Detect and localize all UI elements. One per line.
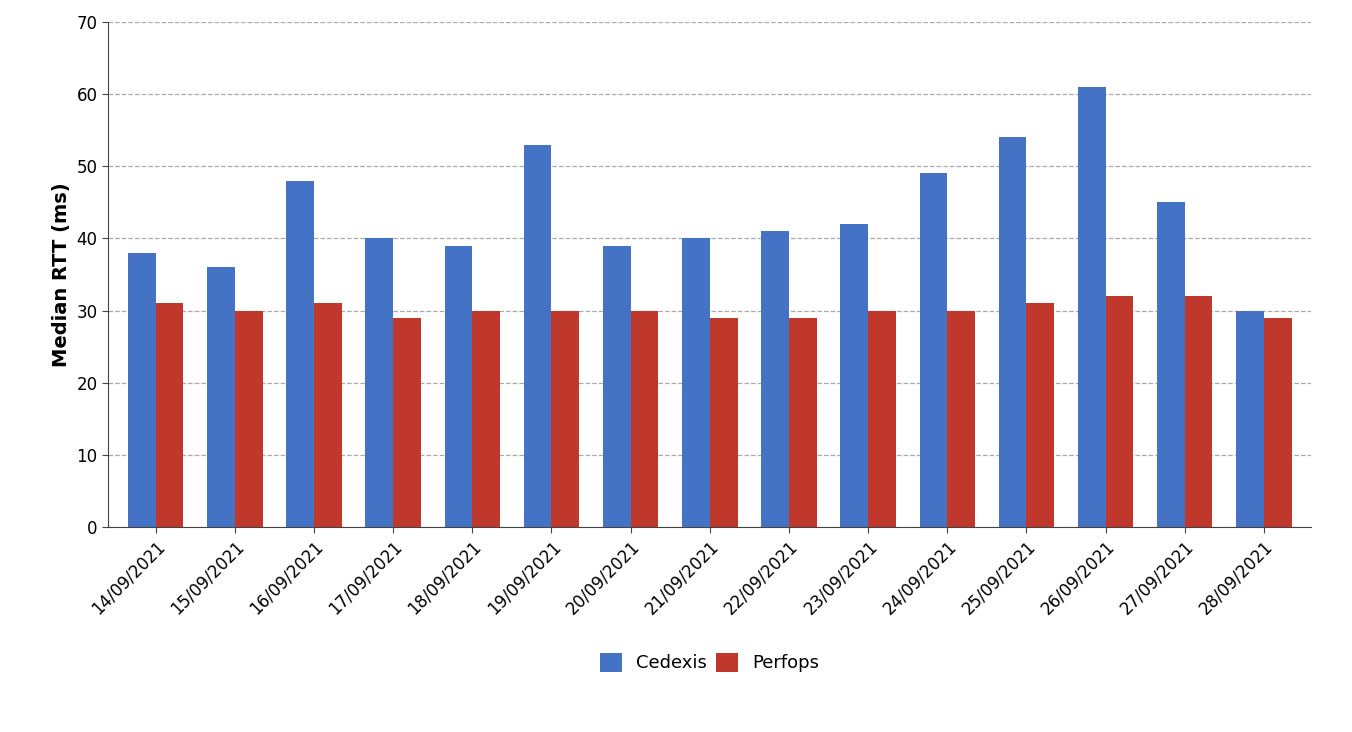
Bar [919,173,948,527]
Bar [1106,296,1133,527]
Bar [552,310,579,527]
Bar [393,318,420,527]
Bar [314,303,342,527]
Bar [523,145,552,527]
Bar [207,267,235,527]
Bar [999,138,1026,527]
Bar [365,239,393,527]
Bar [790,318,817,527]
Bar [235,310,262,527]
Bar [155,303,184,527]
Bar [710,318,737,527]
Bar [1236,310,1264,527]
Bar [1264,318,1291,527]
Bar [128,253,155,527]
Bar [287,181,314,527]
Bar [948,310,975,527]
Bar [1026,303,1055,527]
Bar [683,239,710,527]
Bar [841,224,868,527]
Y-axis label: Median RTT (ms): Median RTT (ms) [53,182,72,367]
Bar [445,246,472,527]
Bar [1157,202,1184,527]
Bar [630,310,658,527]
Bar [761,231,790,527]
Bar [1184,296,1213,527]
Legend: Cedexis, Perfops: Cedexis, Perfops [594,646,826,679]
Bar [472,310,500,527]
Bar [1078,87,1106,527]
Bar [868,310,896,527]
Bar [603,246,630,527]
